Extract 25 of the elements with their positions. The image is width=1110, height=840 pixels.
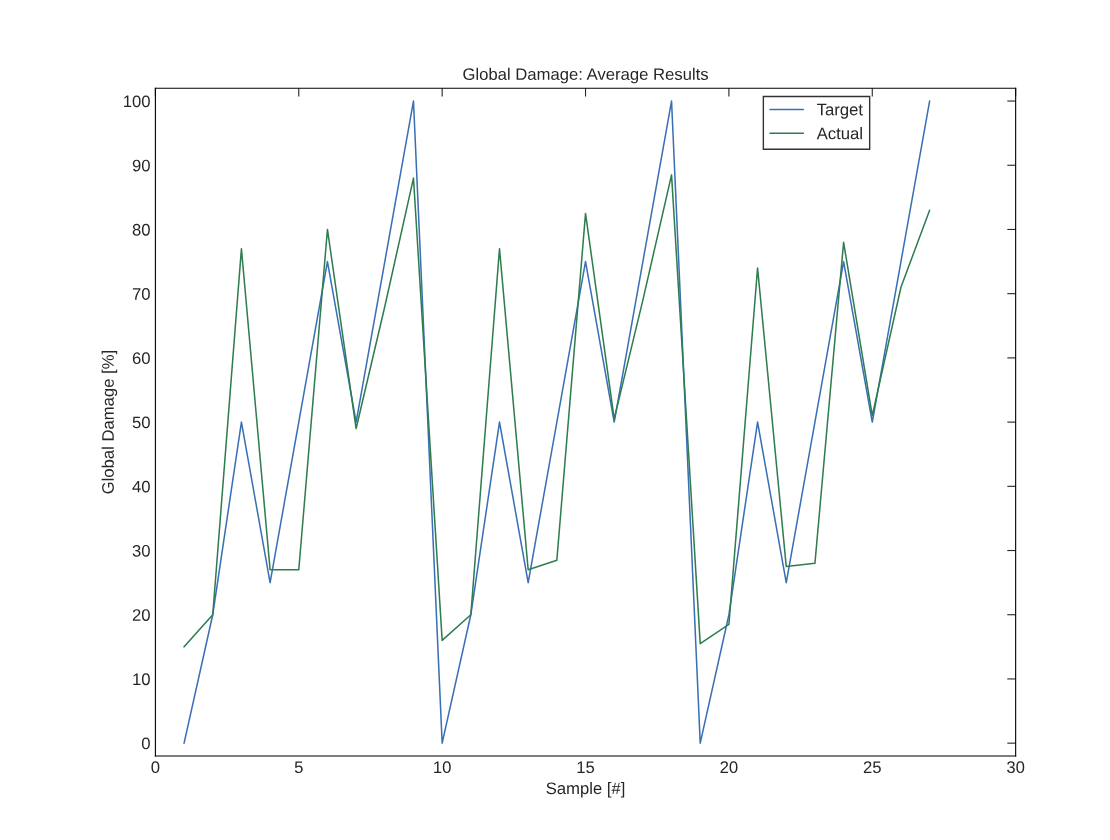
legend-label: Target (817, 103, 863, 119)
y-tick-label: 100 (124, 95, 150, 108)
legend-label: Actual (816, 127, 862, 140)
x-tick-label: 10 (434, 761, 451, 774)
y-tick-label: 10 (133, 673, 150, 686)
y-tick-label: 90 (132, 159, 150, 172)
x-tick-label: 5 (294, 761, 303, 774)
x-tick-label: 20 (720, 761, 738, 774)
y-tick-label: 20 (132, 609, 150, 621)
chart-title: Global Damage: Average Results (463, 67, 708, 84)
x-axis-title: Sample [#] (546, 781, 625, 798)
x-tick-label: 30 (1007, 761, 1025, 774)
y-axis-title: Global Damage [%] (101, 351, 118, 494)
x-tick-label: 25 (863, 761, 881, 774)
y-tick-label: 70 (132, 288, 150, 300)
y-tick-label: 40 (132, 480, 150, 493)
line-series (183, 174, 931, 648)
x-tick-label: 15 (577, 761, 595, 774)
y-tick-label: 0 (141, 737, 150, 750)
y-tick-label: 30 (132, 544, 150, 557)
line-series (183, 100, 931, 744)
y-tick-label: 80 (132, 223, 150, 236)
x-tick-label: 0 (151, 761, 160, 774)
y-tick-label: 50 (132, 416, 150, 429)
y-tick-label: 60 (132, 352, 150, 365)
